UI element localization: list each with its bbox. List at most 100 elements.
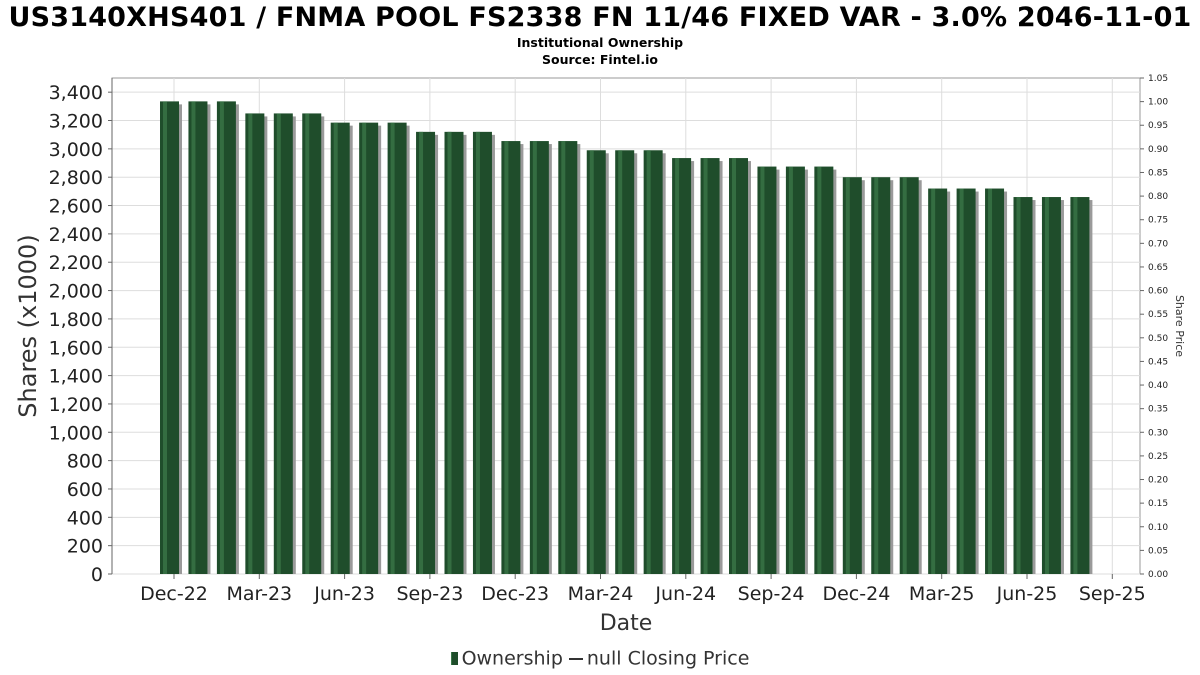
bar-highlight [561, 141, 566, 574]
bar-highlight [845, 177, 850, 574]
ownership-bar [785, 166, 805, 575]
right-tick-label: 0.90 [1148, 145, 1168, 155]
ownership-bar [1041, 197, 1061, 575]
bar-highlight [589, 150, 594, 574]
right-tick-label: 0.10 [1148, 523, 1168, 533]
ownership-bar [956, 188, 976, 574]
left-tick-label: 1,800 [49, 309, 103, 331]
right-tick-label: 0.70 [1148, 239, 1168, 249]
bar-highlight [1044, 197, 1049, 575]
right-tick-label: 0.60 [1148, 287, 1168, 297]
left-tick-label: 3,000 [49, 139, 103, 161]
x-tick-label: Dec-22 [140, 583, 208, 605]
bar-highlight [191, 101, 196, 574]
bar-highlight [1016, 197, 1021, 575]
bar-highlight [874, 177, 879, 574]
closing-price-legend-label: null Closing Price [586, 647, 750, 670]
left-tick-label: 3,400 [49, 82, 103, 104]
ownership-bar [245, 113, 265, 574]
ownership-bar [1070, 197, 1090, 575]
bar-series [160, 101, 1093, 575]
right-tick-label: 1.05 [1148, 74, 1168, 84]
x-tick-label: Mar-23 [226, 583, 292, 605]
right-tick-label: 0.25 [1148, 452, 1168, 462]
right-tick-label: 0.75 [1148, 216, 1168, 226]
bar-highlight [248, 113, 253, 574]
left-tick-label: 1,200 [49, 394, 103, 416]
bar-highlight [276, 113, 281, 574]
bar-highlight [902, 177, 907, 574]
ownership-chart: 0 200 400 600 800 1,000 1,200 1,400 1,600 1,800 2,… [14, 74, 1186, 636]
x-tick-label: Jun-23 [313, 583, 375, 605]
bar-highlight [447, 131, 452, 574]
left-tick-label: 2,200 [49, 252, 103, 274]
x-tick-label: Dec-23 [481, 583, 549, 605]
ownership-bar [814, 166, 834, 575]
ownership-bar [501, 141, 521, 574]
chart-subtitle: Institutional Ownership [516, 35, 684, 50]
bar-highlight [163, 101, 167, 574]
right-tick-label: 0.65 [1148, 263, 1168, 273]
bar-highlight [475, 131, 480, 574]
ownership-bar [188, 101, 208, 574]
x-axis-ticks: Dec-22 Mar-23 Jun-23 Sep-23 Dec-23 Mar-24 Jun-… [140, 574, 1146, 605]
ownership-bar [529, 141, 549, 574]
ownership-bar [273, 113, 293, 574]
y2-axis-label: Share Price [1173, 295, 1186, 357]
left-tick-label: 3,200 [49, 111, 103, 133]
ownership-bar [700, 158, 720, 574]
ownership-bar [302, 113, 322, 574]
ownership-bar [444, 131, 464, 574]
right-tick-label: 0.00 [1148, 570, 1168, 580]
right-axis-ticks: 0.00 0.05 0.10 0.15 0.20 0.25 0.30 0.35 0.40 0.45… [1140, 74, 1168, 580]
bar-highlight [618, 150, 623, 574]
left-tick-label: 800 [67, 451, 103, 473]
right-tick-label: 0.80 [1148, 192, 1168, 202]
bar-highlight [532, 141, 537, 574]
ownership-bar [757, 166, 777, 575]
left-tick-label: 2,000 [49, 281, 103, 303]
ownership-bar [359, 122, 379, 574]
x-tick-label: Jun-24 [654, 583, 716, 605]
ownership-bar [216, 101, 236, 574]
ownership-bar [330, 122, 350, 574]
bar-highlight [362, 122, 367, 574]
bar-highlight [1073, 197, 1078, 575]
right-tick-label: 0.45 [1148, 357, 1168, 367]
bar-highlight [419, 131, 424, 574]
ownership-bar [416, 131, 436, 574]
left-tick-label: 2,800 [49, 167, 103, 189]
ownership-bar [558, 141, 578, 574]
ownership-bar [842, 177, 862, 574]
x-axis-label: Date [600, 611, 653, 636]
bar-highlight [760, 166, 765, 575]
ownership-bar [1013, 197, 1033, 575]
right-tick-label: 0.40 [1148, 381, 1168, 391]
right-tick-label: 0.15 [1148, 499, 1168, 509]
bar-highlight [931, 188, 936, 574]
left-tick-label: 1,000 [49, 422, 103, 444]
bar-highlight [333, 122, 338, 574]
x-tick-label: Mar-25 [909, 583, 975, 605]
bar-highlight [732, 158, 736, 574]
x-tick-label: Sep-24 [738, 583, 805, 605]
chart-title: US3140XHS401 / FNMA POOL FS2338 FN 11/46… [8, 2, 1192, 33]
right-tick-label: 0.20 [1148, 476, 1168, 486]
right-tick-label: 0.85 [1148, 168, 1168, 178]
ownership-bar [643, 150, 663, 574]
bar-highlight [817, 166, 822, 575]
x-tick-label: Sep-23 [396, 583, 463, 605]
bar-highlight [703, 158, 708, 574]
y-axis-label: Shares (x1000) [14, 234, 42, 417]
ownership-bar [615, 150, 635, 574]
x-tick-label: Dec-24 [822, 583, 890, 605]
left-tick-label: 2,600 [49, 196, 103, 218]
ownership-bar [586, 150, 606, 574]
bar-highlight [788, 166, 793, 575]
x-tick-label: Sep-25 [1079, 583, 1146, 605]
ownership-bar [899, 177, 919, 574]
closing-price-legend-swatch [568, 657, 583, 660]
ownership-legend-label: Ownership [461, 647, 563, 670]
left-tick-label: 400 [67, 507, 103, 529]
ownership-bar [729, 158, 748, 574]
